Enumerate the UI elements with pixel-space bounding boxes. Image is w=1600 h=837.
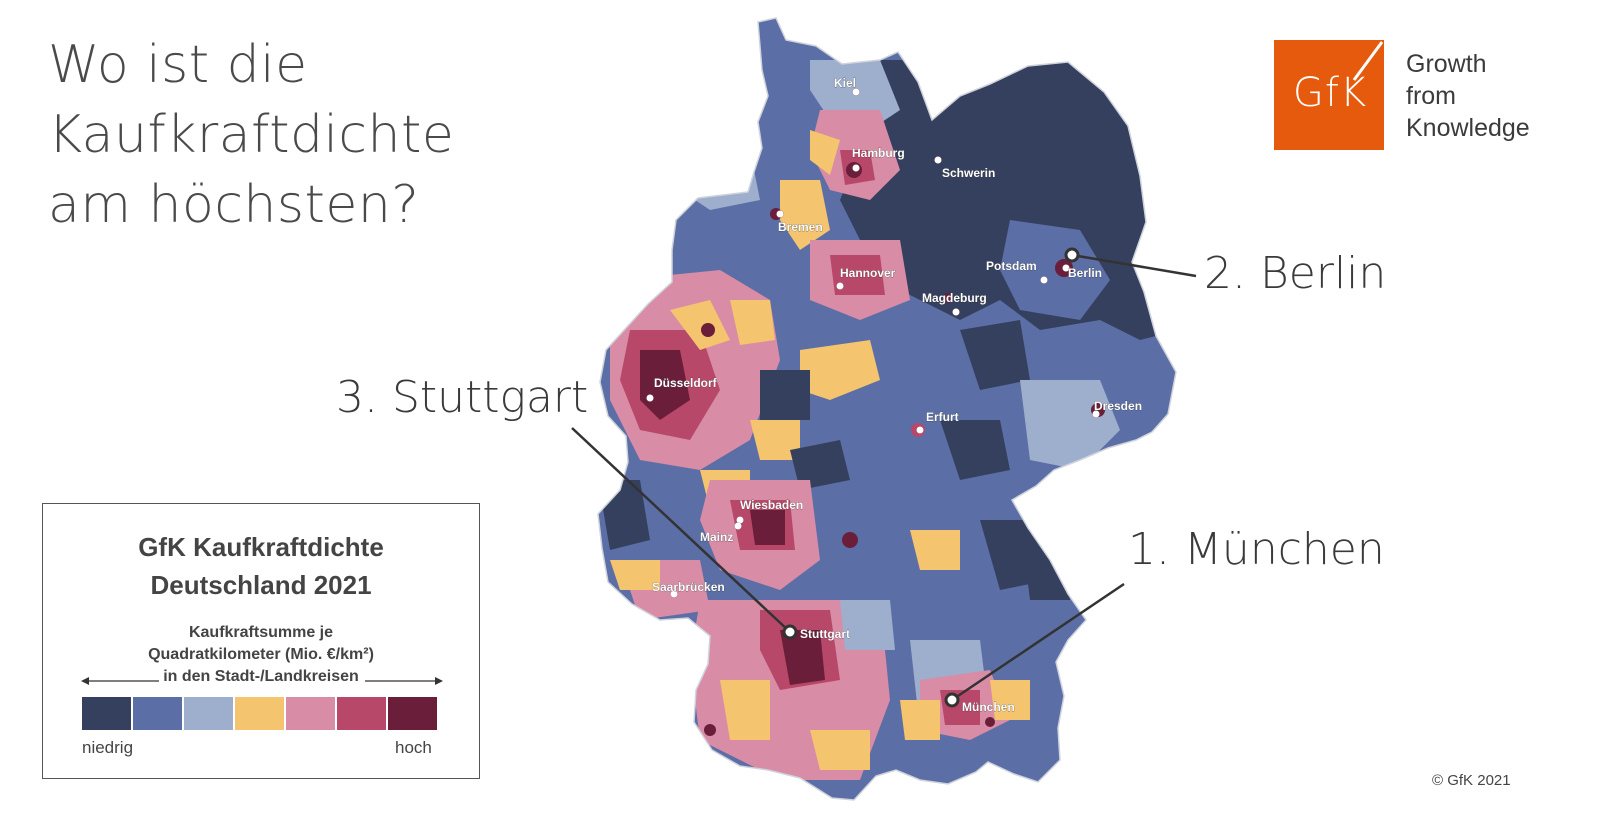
gfk-logo-mark: GfK [1274, 40, 1384, 150]
copyright: © GfK 2021 [1432, 772, 1511, 789]
svg-text:Berlin: Berlin [1068, 266, 1102, 280]
svg-text:Stuttgart: Stuttgart [800, 627, 850, 641]
legend-title-line-2: Deutschland 2021 [150, 570, 372, 600]
city-hannover: Hannover [836, 266, 896, 290]
svg-text:München: München [962, 700, 1015, 714]
callout-berlin: 2. Berlin [1204, 248, 1387, 299]
legend-high-label: hoch [395, 738, 432, 757]
legend-swatch-1 [82, 697, 131, 730]
legend-subtitle-line-2: Quadratkilometer (Mio. €/km²) [148, 646, 374, 663]
headline-line-2: Kaufkraftdichte [48, 105, 455, 165]
legend-subtitle-line-3: in den Stadt-/Landkreisen [163, 668, 359, 685]
city-potsdam: Potsdam [986, 259, 1048, 284]
headline: Wo ist die Kaufkraftdichte am höchsten? [48, 30, 454, 240]
logo-tagline: Growth from Knowledge [1406, 48, 1530, 144]
city-hamburg: Hamburg [852, 146, 905, 172]
headline-line-3: am höchsten? [48, 175, 420, 235]
legend-swatch-3 [184, 697, 233, 730]
city-stuttgart: Stuttgart [800, 627, 850, 641]
city-muenchen: München [962, 700, 1015, 714]
svg-text:Bremen: Bremen [778, 220, 823, 234]
svg-text:Saarbrücken: Saarbrücken [652, 580, 725, 594]
svg-text:Mainz: Mainz [700, 530, 733, 544]
legend-title: GfK Kaufkraftdichte Deutschland 2021 [43, 528, 479, 604]
svg-text:Potsdam: Potsdam [986, 259, 1037, 273]
tagline-line-3: Knowledge [1406, 114, 1530, 142]
city-magdeburg: Magdeburg [922, 291, 987, 316]
germany-choropleth-map: Kiel Hamburg Schwerin Bremen Hannover Po… [597, 17, 1177, 801]
arrow-left-icon [81, 677, 89, 685]
logo-text: GfK [1292, 70, 1368, 116]
svg-text:Wiesbaden: Wiesbaden [740, 498, 803, 512]
legend-swatch-5 [286, 697, 335, 730]
legend-swatch-6 [337, 697, 386, 730]
city-berlin: Berlin [1062, 264, 1102, 280]
arrow-right-icon [435, 677, 443, 685]
legend-swatch-7 [388, 697, 437, 730]
svg-text:Dresden: Dresden [1094, 399, 1142, 413]
svg-text:Düsseldorf: Düsseldorf [654, 376, 718, 390]
city-duesseldorf: Düsseldorf [646, 376, 718, 402]
city-erfurt: Erfurt [916, 410, 959, 434]
legend-swatch-4 [235, 697, 284, 730]
tagline-line-2: from [1406, 82, 1456, 110]
legend-swatch-2 [133, 697, 182, 730]
legend-subtitle: Kaufkraftsumme je Quadratkilometer (Mio.… [43, 622, 479, 688]
city-dresden: Dresden [1092, 399, 1142, 418]
map-legend: GfK Kaufkraftdichte Deutschland 2021 Kau… [42, 503, 480, 779]
svg-text:Kiel: Kiel [834, 76, 856, 90]
svg-text:Hamburg: Hamburg [852, 146, 905, 160]
callout-muenchen: 1. München [1128, 524, 1385, 575]
tagline-line-1: Growth [1406, 50, 1487, 78]
city-schwerin: Schwerin [934, 156, 996, 180]
svg-text:Hannover: Hannover [840, 266, 896, 280]
city-bremen: Bremen [776, 210, 823, 234]
legend-swatches [82, 697, 439, 730]
city-kiel: Kiel [834, 76, 860, 96]
svg-text:Erfurt: Erfurt [926, 410, 959, 424]
legend-low-label: niedrig [82, 738, 134, 757]
callout-stuttgart: 3. Stuttgart [336, 372, 589, 423]
legend-title-line-1: GfK Kaufkraftdichte [138, 532, 384, 562]
logo-slash-icon [1352, 41, 1384, 81]
svg-text:Schwerin: Schwerin [942, 166, 995, 180]
headline-line-1: Wo ist die [48, 35, 308, 95]
legend-arrows [81, 677, 443, 685]
svg-text:Magdeburg: Magdeburg [922, 291, 987, 305]
gfk-logo: GfK Growth from Knowledge [1274, 40, 1544, 152]
legend-subtitle-line-1: Kaufkraftsumme je [188, 624, 334, 641]
